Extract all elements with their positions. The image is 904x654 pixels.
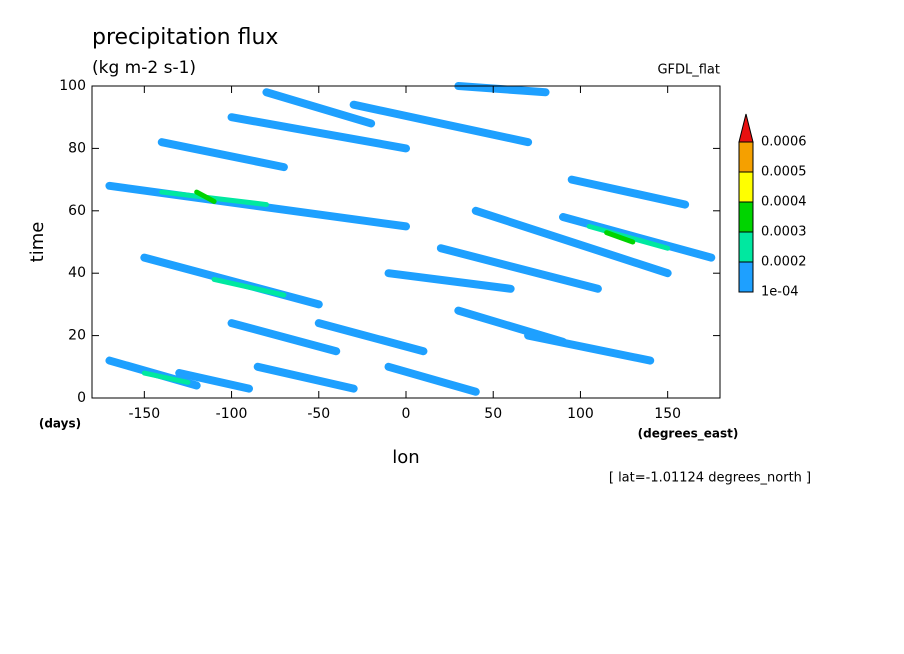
contour-streak <box>384 362 480 396</box>
y-tick-label: 0 <box>77 390 86 406</box>
dataset-label: GFDL_flat <box>657 63 720 78</box>
y-tick-label: 60 <box>68 203 86 219</box>
contour-streak <box>211 276 287 298</box>
contour-streak <box>159 189 269 208</box>
colorbar-extension <box>738 113 754 143</box>
contour-streak <box>194 189 217 204</box>
contour-streak <box>105 181 410 231</box>
contour-streak <box>604 230 636 245</box>
contour-streak <box>141 370 191 385</box>
contour-streak <box>567 175 690 209</box>
contour-streak <box>314 319 428 356</box>
x-axis-label: lon <box>392 447 419 468</box>
contour-streak <box>175 369 253 393</box>
colorbar-label: 0.0002 <box>761 255 807 270</box>
y-axis-label: time <box>27 222 48 263</box>
colorbar-box <box>738 261 754 293</box>
x-tick-label: 0 <box>402 406 411 422</box>
chart-subtitle: (kg m-2 s-1) <box>92 58 196 78</box>
contour-streak <box>436 244 602 293</box>
y-tick-label: 20 <box>68 328 86 344</box>
y-units: (days) <box>39 417 81 431</box>
x-tick-label: -100 <box>216 406 248 422</box>
x-units: (degrees_east) <box>638 427 739 442</box>
contour-streak <box>471 206 672 278</box>
y-tick-label: 40 <box>68 265 86 281</box>
contour-streak <box>349 100 533 147</box>
colorbar-label: 0.0006 <box>761 135 807 150</box>
colorbar-label: 0.0005 <box>761 165 807 180</box>
colorbar-box <box>738 231 754 263</box>
y-tick-label: 100 <box>59 78 86 94</box>
colorbar-label: 0.0003 <box>761 225 807 240</box>
x-tick-label: 100 <box>567 406 594 422</box>
contour-streak <box>227 319 341 356</box>
x-tick-label: -50 <box>307 406 330 422</box>
contour-streak <box>262 88 376 128</box>
contour-streak <box>253 362 358 393</box>
contour-streak <box>524 331 655 365</box>
colorbar-box <box>738 201 754 233</box>
chart-title: precipitation flux <box>92 25 278 50</box>
contour-streak <box>384 269 515 293</box>
x-tick-label: 150 <box>654 406 681 422</box>
contour-streak <box>157 138 288 172</box>
colorbar-box <box>738 171 754 203</box>
colorbar-box <box>738 141 754 173</box>
contour-streak <box>586 223 671 251</box>
y-tick-label: 80 <box>68 140 86 156</box>
x-tick-label: -150 <box>128 406 160 422</box>
contour-streak <box>227 113 410 153</box>
contour-streak <box>454 82 550 97</box>
note: [ lat=-1.01124 degrees_north ] <box>609 471 811 486</box>
colorbar-label: 1e-04 <box>761 285 799 300</box>
colorbar-label: 0.0004 <box>761 195 807 210</box>
x-tick-label: 50 <box>484 406 502 422</box>
